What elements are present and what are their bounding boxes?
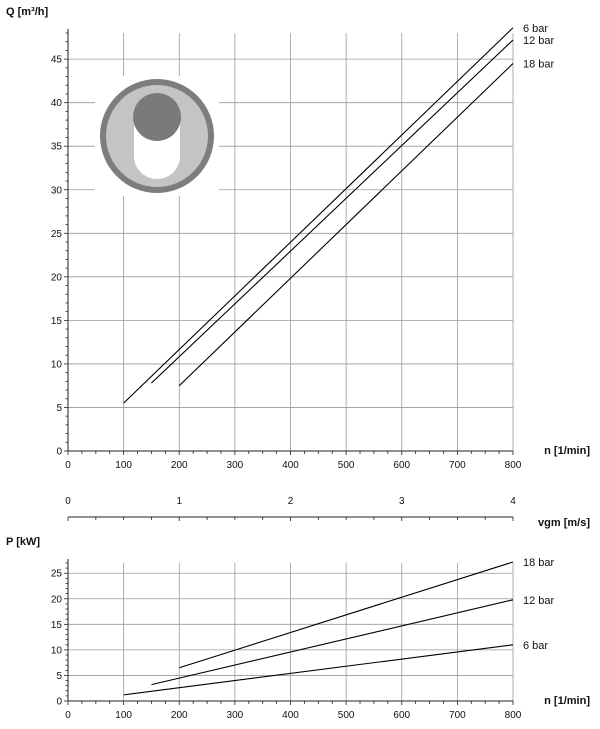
flow-y-tick-label: 0 xyxy=(56,447,62,458)
power-x-tick-label: 300 xyxy=(227,710,244,721)
flow-y-tick-label: 5 xyxy=(56,403,62,414)
power-y-tick-label: 15 xyxy=(51,620,63,631)
flow-x-tick-label: 100 xyxy=(115,460,132,471)
velocity-tick-label: 3 xyxy=(399,496,405,507)
flow-series-label: 18 bar xyxy=(523,58,555,70)
flow-series-label: 12 bar xyxy=(523,35,555,47)
flow-x-tick-label: 400 xyxy=(282,460,299,471)
flow-series-line xyxy=(151,39,514,384)
rotor-illustration xyxy=(95,76,219,196)
power-x-tick-label: 200 xyxy=(171,710,188,721)
flow-y-tick-label: 45 xyxy=(51,55,63,66)
flow-x-tick-label: 500 xyxy=(338,460,355,471)
power-x-tick-label: 100 xyxy=(115,710,132,721)
power-y-tick-label: 25 xyxy=(51,569,63,580)
power-y-axis-title: P [kW] xyxy=(6,536,40,548)
velocity-tick-label: 4 xyxy=(510,496,516,507)
power-x-tick-label: 500 xyxy=(338,710,355,721)
flow-y-axis-title: Q [m³/h] xyxy=(6,6,48,18)
flow-y-tick-label: 25 xyxy=(51,229,63,240)
velocity-tick-label: 0 xyxy=(65,496,71,507)
power-y-tick-label: 20 xyxy=(51,594,63,605)
power-y-tick-label: 0 xyxy=(56,697,62,708)
power-x-tick-label: 400 xyxy=(282,710,299,721)
power-series-line xyxy=(123,644,514,696)
power-x-tick-label: 800 xyxy=(505,710,522,721)
flow-y-tick-label: 30 xyxy=(51,185,63,196)
velocity-tick-label: 1 xyxy=(176,496,182,507)
power-x-tick-label: 700 xyxy=(449,710,466,721)
flow-y-tick-label: 15 xyxy=(51,316,63,327)
power-x-tick-label: 600 xyxy=(393,710,410,721)
power-series-line xyxy=(179,561,514,669)
power-x-axis-title: n [1/min] xyxy=(544,695,590,707)
power-y-tick-label: 5 xyxy=(56,671,62,682)
power-series-label: 18 bar xyxy=(523,557,555,569)
power-series-label: 12 bar xyxy=(523,595,555,607)
power-y-tick-label: 10 xyxy=(51,645,63,656)
flow-x-tick-label: 300 xyxy=(227,460,244,471)
flow-series-line xyxy=(123,27,514,404)
flow-series-label: 6 bar xyxy=(523,23,548,35)
flow-x-tick-label: 200 xyxy=(171,460,188,471)
flow-x-tick-label: 600 xyxy=(393,460,410,471)
flow-y-tick-label: 10 xyxy=(51,359,63,370)
flow-x-axis-title: n [1/min] xyxy=(544,445,590,457)
flow-series-line xyxy=(178,63,514,387)
flow-y-tick-label: 35 xyxy=(51,142,63,153)
power-series-line xyxy=(151,599,514,686)
velocity-tick-label: 2 xyxy=(288,496,294,507)
flow-y-tick-label: 40 xyxy=(51,98,63,109)
power-x-tick-label: 0 xyxy=(65,710,71,721)
velocity-axis-title: vgm [m/s] xyxy=(538,517,590,529)
flow-y-tick-label: 20 xyxy=(51,272,63,283)
flow-x-tick-label: 700 xyxy=(449,460,466,471)
flow-x-tick-label: 800 xyxy=(505,460,522,471)
flow-x-tick-label: 0 xyxy=(65,460,71,471)
power-series-label: 6 bar xyxy=(523,640,548,652)
